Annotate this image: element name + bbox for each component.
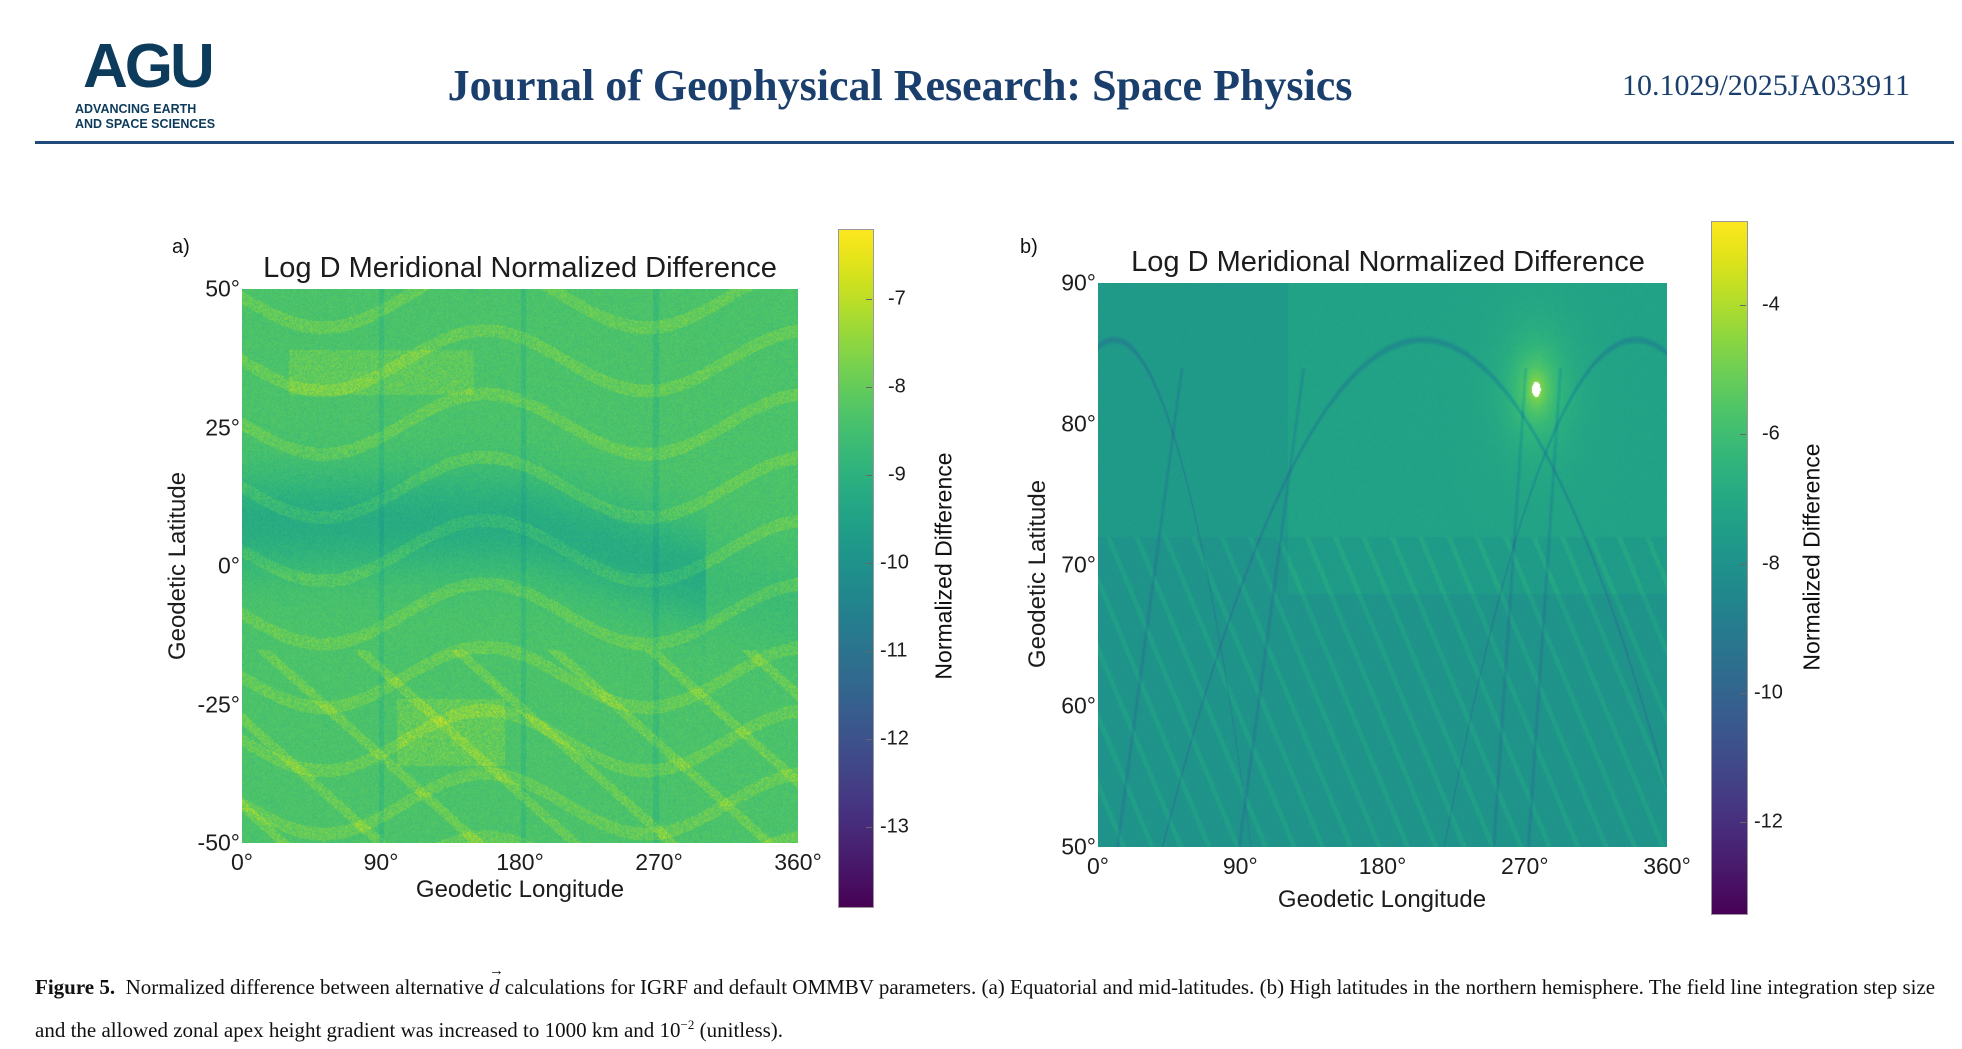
panel-a-xtick-label: 180° [496,849,544,875]
panel-a-xtick-label: 360° [774,849,822,875]
panel-a-colorbar-tick-mark [866,826,872,828]
panel-b-xlabel: Geodetic Longitude [1277,886,1487,913]
panel-b-colorbar-tick-mark [1740,563,1746,565]
header-rule [35,141,1954,144]
panel-a-colorbar-tick-label: -13 [880,815,909,838]
panel-b-colorbar-label: Normalized Difference [1798,443,1825,671]
figure-caption: Figure 5. Normalized difference between … [35,952,1945,1049]
panel-a-colorbar-tick-mark [866,387,872,389]
panel-b-label: b) [1020,236,1038,258]
panel-a-colorbar-tick-label: -11 [880,639,908,662]
panel-a-xtick-label: 270° [635,849,683,875]
panel-a-colorbar-tick-label: -8 [888,375,906,398]
caption-text-2: calculations for IGRF and default OMMBV … [35,975,1936,1042]
panel-b-ytick-label: 80° [1061,410,1096,437]
panel-a-ytick-label: 25° [205,414,240,440]
panel-b-heatmap [1098,283,1667,847]
panel-b-xtick-label: 270° [1500,853,1549,879]
panel-b-xtick-label: 90° [1222,853,1258,879]
agu-logo: AGU ADVANCING EARTH AND SPACE SCIENCES [75,36,235,136]
panel-b-colorbar-tick-label: -12 [1754,810,1783,833]
panel-a-xtick-label: 90° [363,849,399,875]
panel-a-title: Log D Meridional Normalized Difference [263,252,777,284]
agu-tagline-2: AND SPACE SCIENCES [75,117,216,131]
panel-a-colorbar [838,229,874,908]
panel-b-colorbar-tick-label: -6 [1762,422,1780,445]
panel-a-colorbar-tick-mark [866,475,872,477]
caption-label: Figure 5. [35,975,116,999]
panel-a-colorbar-tick-mark [866,651,872,653]
panel-a-ytick-label: 50° [205,275,240,302]
panel-b-xtick-label: 180° [1358,853,1407,879]
panel-b-ytick-label: 50° [1061,833,1096,860]
panel-b-ylabel: Geodetic Latitude [1024,479,1051,669]
panel-b-colorbar-tick-mark [1740,434,1746,436]
panel-b-colorbar-tick-label: -4 [1762,293,1780,316]
panel-a-colorbar-tick-label: -9 [888,463,906,486]
panel-b-ytick-label: 90° [1061,269,1096,296]
agu-wordmark: AGU [83,32,215,101]
doi: 10.1029/2025JA033911 [1621,69,1910,102]
caption-vector-symbol: d [489,952,503,1006]
panel-b-colorbar-tick-label: -10 [1754,681,1783,704]
journal-title: Journal of Geophysical Research: Space P… [447,61,1353,110]
panel-a-label: a) [172,236,190,258]
panel-a-ytick-label: -25° [197,691,240,717]
panel-a-colorbar-tick-mark [866,563,872,565]
panel-b-xtick-label: 0° [1087,853,1109,879]
panel-a-xtick-label: 0° [231,849,253,875]
panel-a-colorbar-tick-label: -10 [880,551,909,574]
panel-b-colorbar [1711,221,1748,915]
panel-a-heatmap [242,289,798,843]
panel-b-colorbar-tick-mark [1740,305,1746,307]
panel-b-ytick-label: 60° [1061,692,1096,719]
panel-a-ylabel: Geodetic Latitude [164,471,191,661]
panel-a-colorbar-tick-label: -7 [888,287,906,310]
panel-a-ytick-label: 0° [218,552,240,579]
panel-a-colorbar-label: Normalized Difference [930,452,957,680]
panel-b-title: Log D Meridional Normalized Difference [1131,246,1645,278]
caption-text-3: (unitless). [699,1018,784,1042]
caption-superscript: −2 [680,1017,695,1032]
panel-b-colorbar-tick-label: -8 [1762,552,1780,575]
panel-a-colorbar-tick-mark [866,299,872,301]
caption-text-1: Normalized difference between alternativ… [125,975,484,999]
panel-b-colorbar-tick-mark [1740,693,1746,695]
panel-b-ytick-label: 70° [1061,551,1096,578]
panel-a-colorbar-tick-mark [866,738,872,740]
panel-a-xlabel: Geodetic Longitude [415,876,625,903]
panel-a-colorbar-tick-label: -12 [880,727,909,750]
panel-a-ytick-label: -50° [197,829,240,856]
agu-tagline-1: ADVANCING EARTH [75,102,197,116]
panel-b-xtick-label: 360° [1643,853,1691,879]
panel-b-colorbar-tick-mark [1740,822,1746,824]
